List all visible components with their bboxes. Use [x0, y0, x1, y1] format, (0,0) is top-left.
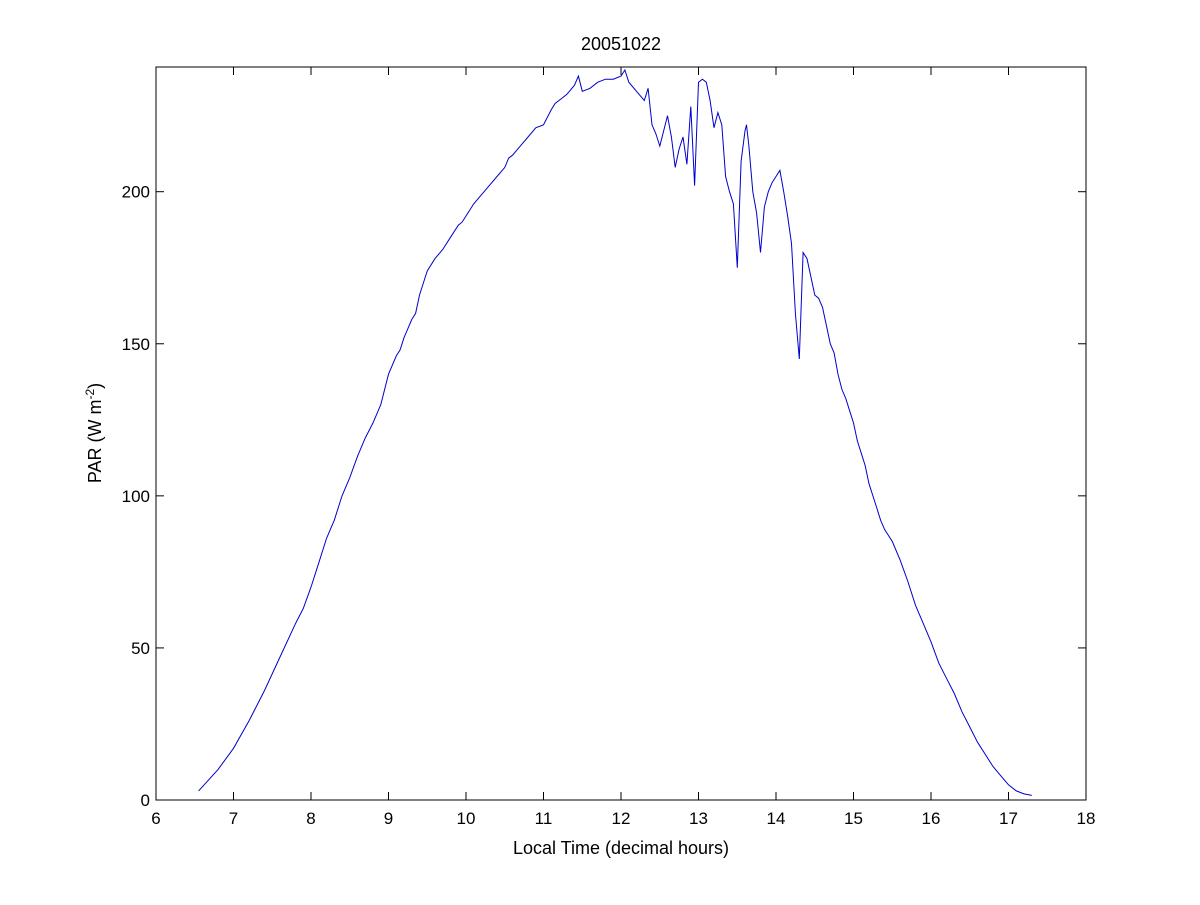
x-tick-label: 7: [229, 809, 238, 828]
y-axis-label-main: PAR (W m: [85, 400, 105, 484]
x-tick-label: 11: [535, 809, 553, 828]
x-tick-label: 8: [306, 809, 315, 828]
y-tick-label: 0: [141, 791, 150, 810]
x-tick-label: 13: [689, 809, 708, 828]
y-tick-label: 200: [122, 183, 150, 202]
y-tick-label: 150: [122, 335, 150, 354]
x-tick-label: 16: [922, 809, 941, 828]
tick-labels-layer: 6 7 8 9 10 11 12 13 14 15 16 17 18 0 50 100 150 200: [122, 183, 1096, 828]
x-tick-label: 18: [1077, 809, 1096, 828]
x-tick-label: 17: [999, 809, 1018, 828]
plot-frame: [155, 66, 1087, 801]
x-tick-label: 14: [767, 809, 786, 828]
x-tick-label: 10: [457, 809, 476, 828]
plot-area: [156, 67, 1086, 800]
y-axis-label-superscript: -2: [83, 389, 97, 400]
y-axis-label: PAR (W m-2): [83, 383, 105, 483]
x-tick-label: 15: [844, 809, 863, 828]
y-tick-label: 100: [122, 487, 150, 506]
x-tick-label: 9: [384, 809, 393, 828]
x-tick-label: 6: [151, 809, 160, 828]
y-axis-label-close: ): [85, 383, 105, 389]
chart-title: 20051022: [581, 34, 661, 54]
x-axis-label: Local Time (decimal hours): [513, 838, 729, 858]
y-tick-label: 50: [131, 639, 150, 658]
par-series-line: [198, 68, 1032, 796]
x-tick-label: 12: [612, 809, 631, 828]
